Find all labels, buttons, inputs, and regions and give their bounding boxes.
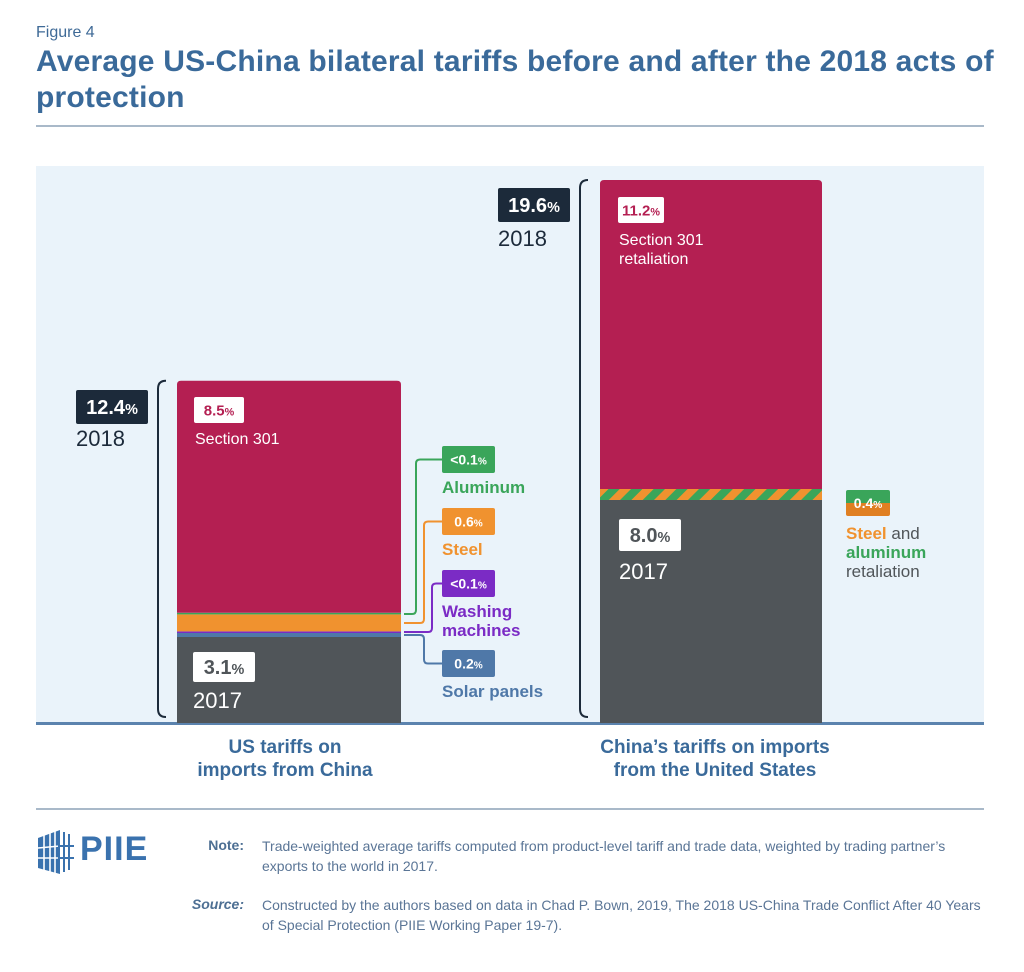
total-us-2018-year: 2018 [76, 426, 125, 451]
x-label-us: US tariffs on imports from China [150, 736, 420, 782]
x-label-us-line2: imports from China [197, 760, 373, 781]
title-divider [36, 125, 984, 127]
total-china-2018-badge [498, 188, 570, 222]
callout-aluminum-value: <0.1% [450, 452, 487, 468]
callout-washing-machines-value: <0.1% [450, 576, 487, 592]
bar-us-washing-machines [177, 631, 401, 633]
seg-china-section301-caption: Section 301 [619, 232, 704, 249]
callout-washing-machines-caption-2: machines [442, 621, 520, 640]
x-axis-baseline [36, 722, 984, 725]
seg-us-2017-badge [193, 652, 255, 682]
source-text: Constructed by the authors based on data… [262, 897, 981, 933]
bar-us-aluminum [177, 612, 401, 615]
total-us-2018-value: 12.4% [86, 397, 138, 419]
callout-washing-machines-badge [442, 570, 495, 597]
total-china-2018-value: 19.6% [508, 195, 560, 217]
seg-us-section301-caption: Section 301 [195, 431, 280, 448]
bracket-us-2018 [157, 379, 167, 718]
seg-china-2017-caption: 2017 [619, 559, 668, 584]
bracket-china-2018 [579, 179, 589, 718]
connector-steel [404, 520, 442, 624]
total-china-2018-year: 2018 [498, 226, 547, 251]
seg-china-2017-value: 8.0% [630, 525, 671, 547]
seg-us-2017-caption: 2017 [193, 688, 242, 713]
piie-logo-icon [37, 830, 74, 874]
bar-china-steel-aluminum [600, 489, 822, 500]
x-label-china: China’s tariffs on imports from the Unit… [560, 736, 870, 782]
connector-aluminum [404, 458, 442, 615]
callout-steel-badge [442, 508, 495, 535]
bar-us-section-301 [177, 380, 401, 613]
callout-aluminum-caption: Aluminum [442, 478, 525, 497]
x-label-us-line1: US tariffs on [228, 737, 342, 758]
x-label-china-line2: from the United States [613, 760, 817, 781]
connector-solar-panels [404, 634, 442, 665]
note-label: Note: [208, 837, 244, 853]
chart-canvas: 12.4% 2018 8.5% Section 301 3.1% 2017 <0.1% Alu… [36, 179, 984, 725]
bar-us-steel [177, 614, 401, 632]
note-text: Trade-weighted average tariffs computed … [262, 838, 946, 874]
seg-us-section301-badge [194, 397, 244, 423]
callout-steel-caption: Steel [442, 540, 483, 559]
callout-china-steel-aluminum-caption: Steel and [846, 524, 920, 543]
x-label-china-line1: China’s tariffs on imports [600, 737, 830, 758]
source-label: Source: [191, 896, 244, 912]
callout-china-steel-aluminum-badge [846, 490, 890, 516]
total-us-2018-badge [76, 390, 148, 424]
callout-solar-panels-badge [442, 650, 495, 677]
callout-aluminum-badge [442, 446, 495, 473]
seg-china-2017-badge [619, 519, 681, 551]
callout-solar-panels-caption: Solar panels [442, 682, 543, 701]
bar-china-section301 [600, 180, 822, 489]
seg-china-section301-caption-2: retaliation [619, 251, 688, 268]
connector-washing-machines [404, 582, 442, 633]
chart-title: Average US-China bilateral tariffs befor… [36, 45, 994, 114]
figure-label: Figure 4 [36, 24, 95, 41]
seg-us-section301-value: 8.5% [204, 402, 235, 419]
seg-china-section301-value: 11.2% [622, 202, 660, 219]
callout-washing-machines-caption: Washing [442, 602, 512, 621]
callout-china-steel-aluminum-caption-3: retaliation [846, 562, 920, 581]
callout-china-steel-aluminum-caption-2: aluminum [846, 543, 926, 562]
footer-divider [36, 808, 984, 810]
seg-us-2017-value: 3.1% [204, 657, 245, 679]
seg-china-section301-badge [618, 197, 664, 223]
piie-logo-text: PIIE [80, 830, 149, 868]
bar-us-solar-panels [177, 633, 401, 637]
